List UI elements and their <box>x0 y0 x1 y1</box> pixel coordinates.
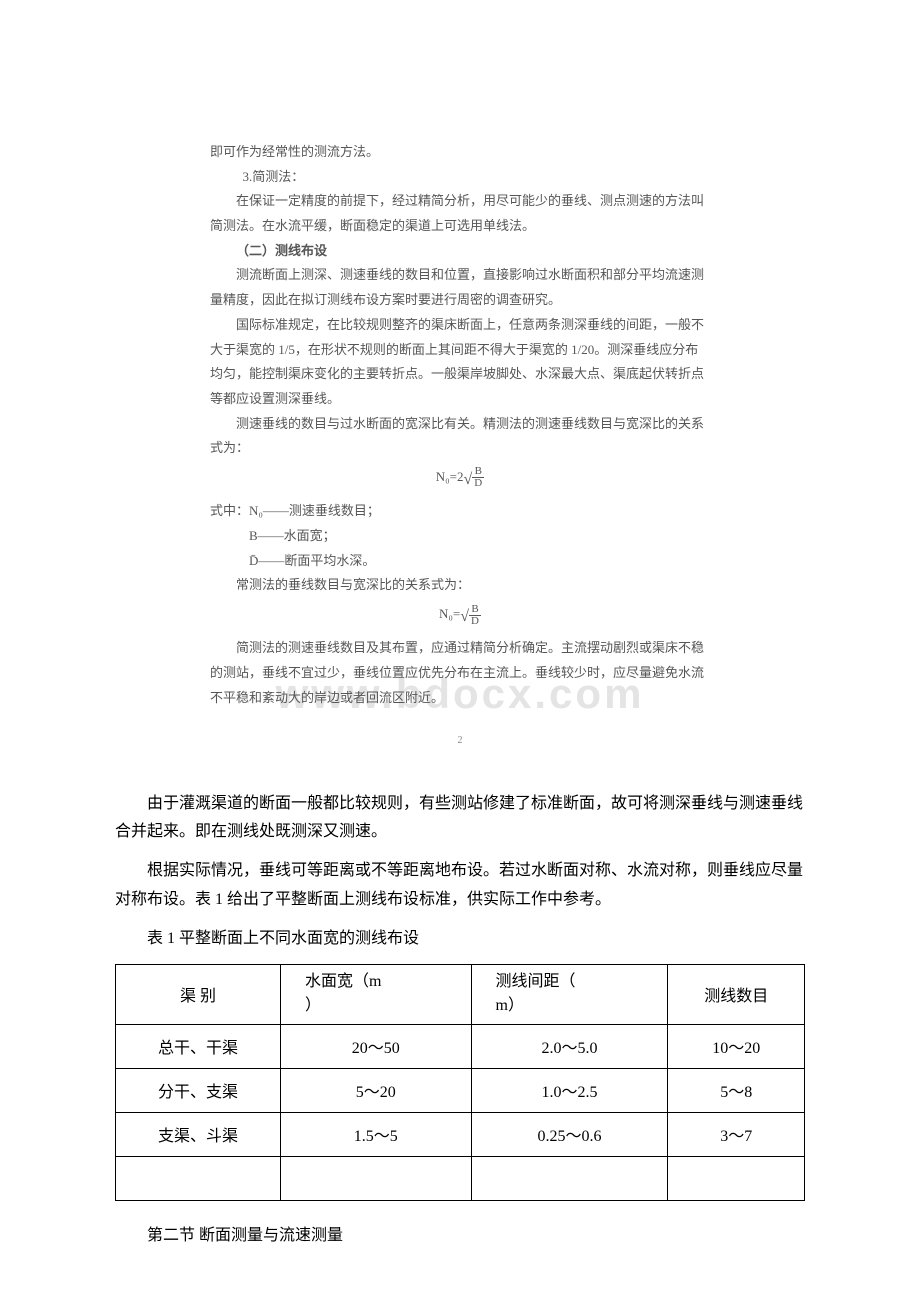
table-header-col1: 渠 别 <box>116 964 281 1024</box>
table-row: 分干、支渠 5～20 1.0～2.5 5～8 <box>116 1068 805 1112</box>
formula1-label: N₀=2 <box>436 469 464 484</box>
table-cell <box>116 1156 281 1200</box>
section2-p1: 测流断面上测深、测速垂线的数目和位置，直接影响过水断面积和部分平均流速测量精度，… <box>210 263 710 312</box>
table-cell <box>280 1156 471 1200</box>
definition-b: B——水面宽； <box>210 524 710 549</box>
radical-icon: √ <box>464 471 473 488</box>
scanned-document-page: 即可作为经常性的测流方法。 3.简测法： 在保证一定精度的前提下，经过精简分析，… <box>210 140 710 750</box>
table-header-col4: 测线数目 <box>668 964 805 1024</box>
table-row <box>116 1156 805 1200</box>
main-paragraph-2: 根据实际情况，垂线可等距离或不等距离地布设。若过水断面对称、水流对称，则垂线应尽… <box>115 857 805 915</box>
table-row: 支渠、斗渠 1.5～5 0.25～0.6 3～7 <box>116 1112 805 1156</box>
section2-p2: 国际标准规定，在比较规则整齐的渠床断面上，任意两条测深垂线的间距，一般不大于渠宽… <box>210 313 710 412</box>
table-cell: 10～20 <box>668 1024 805 1068</box>
formula-1: N₀=2√BD <box>210 465 710 495</box>
normal-method-line: 常测法的垂线数目与宽深比的关系式为： <box>210 573 710 598</box>
section-heading-2: 第二节 断面测量与流速测量 <box>115 1221 805 1245</box>
formula1-fraction: BD <box>472 466 484 489</box>
table-cell: 0.25～0.6 <box>471 1112 668 1156</box>
method3-title: 3.简测法： <box>210 165 710 190</box>
formula2-fraction: BD <box>469 604 481 627</box>
watermark-region: www.bdocx.com 简测法的测速垂线数目及其布置，应通过精简分析确定。主… <box>210 636 710 710</box>
formula2-label: N₀= <box>439 606 460 621</box>
table-cell: 2.0～5.0 <box>471 1024 668 1068</box>
opening-line: 即可作为经常性的测流方法。 <box>210 140 710 165</box>
formula-2: N₀=√BD <box>210 602 710 632</box>
definition-d: D̄——断面平均水深。 <box>210 549 710 574</box>
table-cell: 总干、干渠 <box>116 1024 281 1068</box>
table-cell: 支渠、斗渠 <box>116 1112 281 1156</box>
table-cell: 1.5～5 <box>280 1112 471 1156</box>
table-cell <box>471 1156 668 1200</box>
table-cell: 3～7 <box>668 1112 805 1156</box>
section2-title: （二）测线布设 <box>210 239 710 264</box>
table-header-col2: 水面宽（m ） <box>280 964 471 1024</box>
simple-method-paragraph: 简测法的测速垂线数目及其布置，应通过精简分析确定。主流摆动剧烈或渠床不稳的测站，… <box>210 636 710 710</box>
table-cell: 5～8 <box>668 1068 805 1112</box>
main-paragraph-1: 由于灌溉渠道的断面一般都比较规则，有些测站修建了标准断面，故可将测深垂线与测速垂… <box>115 790 805 848</box>
table-header-row: 渠 别 水面宽（m ） 测线间距（ m） 测线数目 <box>116 964 805 1024</box>
table-row: 总干、干渠 20～50 2.0～5.0 10～20 <box>116 1024 805 1068</box>
section2-p3: 测速垂线的数目与过水断面的宽深比有关。精测法的测速垂线数目与宽深比的关系式为： <box>210 412 710 461</box>
main-body-text: 由于灌溉渠道的断面一般都比较规则，有些测站修建了标准断面，故可将测深垂线与测速垂… <box>115 790 805 954</box>
table-body: 总干、干渠 20～50 2.0～5.0 10～20 分干、支渠 5～20 1.0… <box>116 1024 805 1200</box>
measurement-table: 渠 别 水面宽（m ） 测线间距（ m） 测线数目 总干、干渠 20～50 2.… <box>115 964 805 1201</box>
table-header-col3: 测线间距（ m） <box>471 964 668 1024</box>
definition-intro: 式中：N₀——测速垂线数目； <box>210 499 710 524</box>
table-cell: 分干、支渠 <box>116 1068 281 1112</box>
table-caption: 表 1 平整断面上不同水面宽的测线布设 <box>115 925 805 954</box>
table-cell <box>668 1156 805 1200</box>
radical-icon: √ <box>460 608 469 625</box>
table-cell: 20～50 <box>280 1024 471 1068</box>
table-cell: 1.0～2.5 <box>471 1068 668 1112</box>
method3-paragraph: 在保证一定精度的前提下，经过精简分析，用尽可能少的垂线、测点测速的方法叫简测法。… <box>210 189 710 238</box>
table-cell: 5～20 <box>280 1068 471 1112</box>
